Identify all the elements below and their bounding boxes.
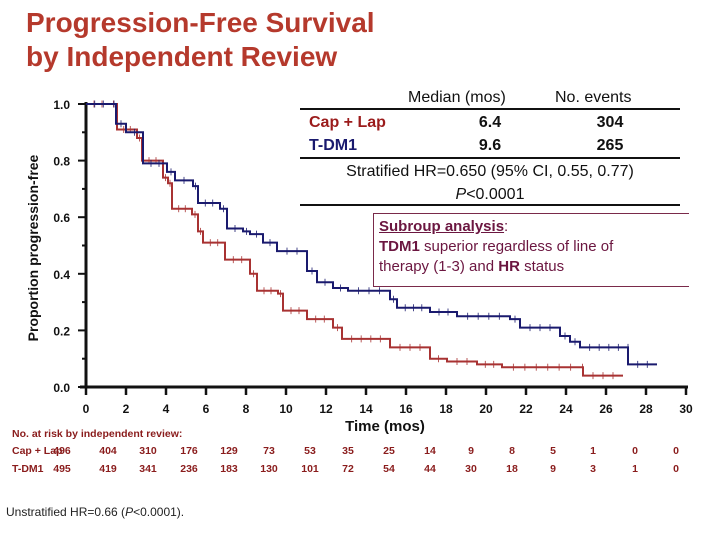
footnote-text: Unstratified HR=0.66 ( [6, 505, 126, 519]
risk-value: 129 [220, 445, 238, 457]
subgroup-bold-tdm1: TDM1 [379, 238, 420, 255]
risk-value: 0 [673, 445, 679, 457]
risk-value: 5 [550, 445, 556, 457]
risk-value: 310 [139, 445, 157, 457]
legend-events: 304 [596, 114, 624, 131]
risk-value: 236 [180, 463, 198, 475]
subgroup-colon: : [504, 218, 509, 235]
slide-title-line2: by Independent Review [26, 41, 338, 72]
risk-value: 130 [260, 463, 278, 475]
x-tick-label: 4 [163, 402, 170, 416]
legend-p-value: P<0.0001 [300, 183, 680, 206]
y-axis-label: Proportion progression-free [25, 154, 41, 341]
legend-header-median: Median (mos) [408, 89, 506, 106]
risk-value: 1 [590, 445, 596, 457]
legend-series-name: Cap + Lap [309, 114, 386, 131]
risk-value: 9 [468, 445, 474, 457]
legend-header-events: No. events [555, 89, 632, 106]
legend-divider [300, 157, 680, 159]
risk-value: 73 [263, 445, 275, 457]
x-tick-label: 12 [319, 402, 333, 416]
subgroup-callout: Subroup analysis: TDM1 superior regardle… [373, 213, 689, 287]
risk-value: 30 [465, 463, 477, 475]
subgroup-bold-hr: HR [498, 258, 520, 275]
subgroup-text: superior regardless of line of [419, 238, 614, 255]
risk-value: 495 [53, 463, 71, 475]
footnote-p: P [125, 505, 134, 519]
risk-value: 3 [590, 463, 596, 475]
risk-value: 341 [139, 463, 157, 475]
legend-divider [300, 204, 680, 206]
risk-value: 72 [342, 463, 354, 475]
km-curve-t-dm1 [86, 103, 657, 366]
risk-value: 0 [632, 445, 638, 457]
legend-median: 6.4 [478, 114, 502, 131]
risk-value: 9 [550, 463, 556, 475]
x-tick-label: 28 [639, 402, 653, 416]
risk-row-label-cap-lap: Cap + Lap [12, 445, 63, 457]
footnote-text: <0.0001). [133, 505, 185, 519]
risk-value: 53 [304, 445, 316, 457]
risk-value: 54 [383, 463, 395, 475]
legend-row-tdm1: T-DM1 9.6 265 [300, 134, 690, 157]
legend-row-cap-lap: Cap + Lap 6.4 304 [300, 111, 690, 134]
y-tick-label: 1.0 [53, 98, 70, 112]
risk-value: 1 [632, 463, 638, 475]
legend-table: Median (mos) No. events Cap + Lap 6.4 30… [300, 86, 690, 206]
p-symbol: P [455, 186, 467, 203]
x-tick-label: 0 [83, 402, 90, 416]
subgroup-title: Subroup analysis [379, 218, 505, 235]
y-tick-label: 0.8 [53, 155, 70, 169]
risk-value: 496 [53, 445, 71, 457]
slide-title-line1: Progression-Free Survival [26, 7, 375, 38]
risk-value: 25 [383, 445, 395, 457]
risk-table-title: No. at risk by independent review: [12, 428, 183, 440]
x-tick-label: 24 [559, 402, 573, 416]
x-tick-label: 14 [359, 402, 373, 416]
x-tick-label: 22 [519, 402, 533, 416]
x-tick-label: 20 [479, 402, 493, 416]
risk-value: 404 [99, 445, 117, 457]
y-tick-label: 0.2 [53, 324, 70, 338]
footnote: Unstratified HR=0.66 (P<0.0001). [6, 505, 184, 519]
p-value: <0.0001 [466, 186, 525, 203]
x-tick-label: 10 [279, 402, 293, 416]
x-tick-label: 30 [679, 402, 693, 416]
y-tick-label: 0.6 [53, 211, 70, 225]
legend-series-name: T-DM1 [309, 137, 357, 154]
legend-hr: Stratified HR=0.650 (95% CI, 0.55, 0.77) [346, 163, 634, 180]
risk-value: 176 [180, 445, 198, 457]
risk-value: 35 [342, 445, 354, 457]
x-tick-label: 18 [439, 402, 453, 416]
subgroup-text: status [519, 258, 565, 275]
slide-title: Progression-Free Survival by Independent… [26, 6, 375, 74]
risk-value: 0 [673, 463, 679, 475]
legend-events: 265 [596, 137, 624, 154]
x-tick-label: 6 [203, 402, 210, 416]
y-tick-label: 0.0 [53, 381, 70, 395]
risk-value: 44 [424, 463, 436, 475]
x-tick-label: 26 [599, 402, 613, 416]
risk-value: 419 [99, 463, 117, 475]
x-tick-label: 16 [399, 402, 413, 416]
risk-value: 101 [301, 463, 319, 475]
risk-row-label-tdm1: T-DM1 [12, 463, 44, 475]
y-tick-label: 0.4 [53, 268, 70, 282]
risk-value: 183 [220, 463, 238, 475]
legend-median: 9.6 [478, 137, 502, 154]
risk-value: 18 [506, 463, 518, 475]
risk-value: 14 [424, 445, 436, 457]
x-tick-label: 8 [243, 402, 250, 416]
legend-divider [300, 108, 680, 110]
x-tick-label: 2 [123, 402, 130, 416]
x-axis-label: Time (mos) [345, 418, 425, 435]
risk-value: 8 [509, 445, 515, 457]
subgroup-text: therapy (1-3) and [379, 258, 499, 275]
